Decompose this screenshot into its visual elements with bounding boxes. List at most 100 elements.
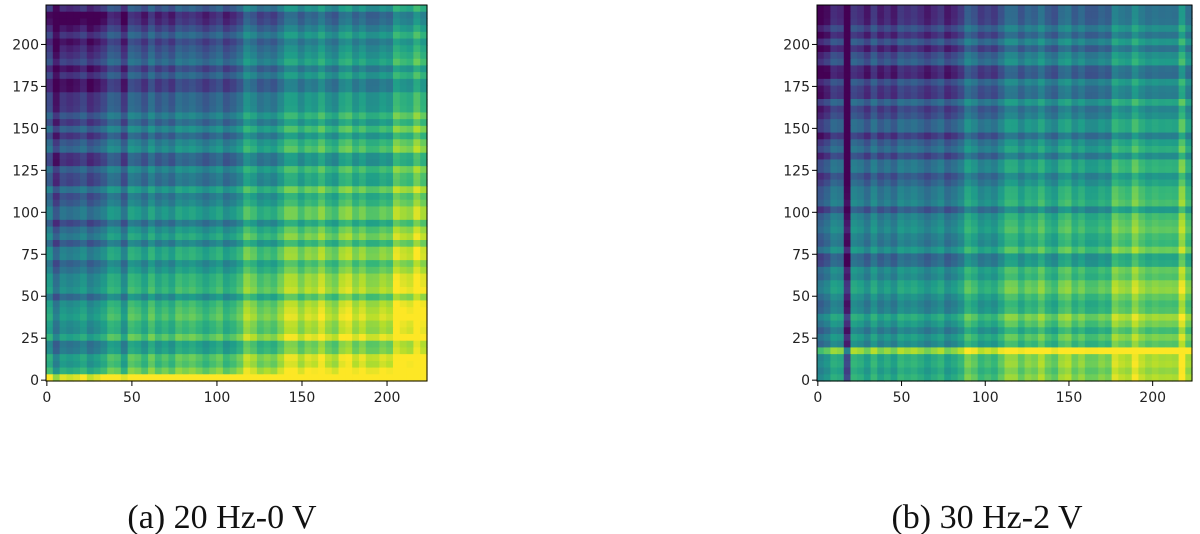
heatmap-cell	[883, 31, 892, 40]
heatmap-cell	[80, 172, 88, 181]
heatmap-cell	[100, 58, 108, 67]
heatmap-cell	[1104, 5, 1113, 13]
heatmap-cell	[66, 159, 74, 167]
heatmap-cell	[284, 266, 292, 275]
x-tick-label: 50	[123, 390, 141, 406]
heatmap-cell	[216, 125, 224, 134]
heatmap-cell	[107, 374, 115, 382]
heatmap-cell	[352, 5, 360, 13]
heatmap-cell	[971, 199, 979, 208]
heatmap-cell	[823, 139, 831, 147]
heatmap-cell	[168, 159, 176, 167]
heatmap-cell	[1125, 78, 1133, 87]
heatmap-cell	[290, 132, 299, 140]
heatmap-cell	[100, 99, 108, 107]
heatmap-cell	[209, 125, 217, 134]
heatmap-cell	[250, 213, 258, 221]
heatmap-cell	[930, 119, 939, 127]
heatmap-cell	[154, 367, 163, 375]
heatmap-cell	[1044, 132, 1052, 140]
heatmap-cell	[338, 172, 346, 181]
heatmap-cell	[304, 193, 312, 201]
heatmap-cell	[154, 172, 163, 181]
heatmap-cell	[930, 159, 939, 167]
heatmap-cell	[843, 99, 852, 107]
heatmap-cell	[843, 58, 852, 67]
heatmap-cell	[957, 58, 965, 67]
heatmap-cell	[222, 72, 231, 80]
heatmap-cell	[290, 233, 299, 241]
heatmap-cell	[120, 132, 129, 140]
heatmap-cell	[997, 193, 1006, 201]
heatmap-cell	[222, 132, 231, 140]
heatmap-cell	[1131, 132, 1140, 140]
heatmap-cell	[890, 219, 898, 228]
heatmap-cell	[297, 347, 306, 355]
heatmap-cell	[161, 45, 170, 53]
heatmap-cell	[311, 307, 319, 315]
heatmap-cell	[93, 25, 102, 33]
heatmap-cell	[950, 152, 959, 161]
heatmap-cell	[202, 52, 210, 60]
heatmap-cell	[392, 374, 401, 382]
heatmap-cell	[1098, 193, 1106, 201]
heatmap-cell	[80, 105, 88, 114]
heatmap-cell	[195, 334, 204, 342]
heatmap-cell	[73, 280, 81, 288]
heatmap-cell	[114, 293, 122, 302]
heatmap-cell	[1031, 99, 1039, 107]
heatmap-cell	[107, 199, 115, 208]
heatmap-cell	[1138, 72, 1146, 80]
heatmap-cell	[917, 172, 925, 181]
heatmap-cell	[46, 179, 54, 187]
heatmap-cell	[1078, 186, 1086, 194]
heatmap-cell	[331, 354, 340, 362]
heatmap-cell	[937, 206, 945, 214]
heatmap-cell	[195, 266, 204, 275]
heatmap-cell	[365, 5, 374, 13]
heatmap-cell	[997, 18, 1006, 26]
heatmap-cell	[311, 340, 319, 349]
heatmap-cell	[971, 11, 979, 20]
heatmap-cell	[175, 172, 183, 181]
heatmap-cell	[1131, 125, 1140, 134]
heatmap-cell	[883, 5, 892, 13]
heatmap-cell	[1118, 199, 1126, 208]
heatmap-cell	[950, 179, 959, 187]
heatmap-cell	[890, 193, 898, 201]
heatmap-cell	[148, 193, 156, 201]
heatmap-cell	[202, 354, 210, 362]
heatmap-cell	[1064, 105, 1073, 114]
heatmap-cell	[937, 186, 945, 194]
heatmap-cell	[964, 152, 972, 161]
heatmap-cell	[148, 280, 156, 288]
heatmap-cell	[236, 105, 244, 114]
heatmap-cell	[930, 112, 939, 120]
heatmap-cell	[188, 119, 197, 127]
heatmap-cell	[352, 327, 360, 335]
heatmap-cell	[937, 166, 945, 174]
heatmap-cell	[890, 166, 898, 174]
heatmap-cell	[93, 186, 102, 194]
heatmap-cell	[229, 65, 238, 73]
heatmap-cell	[86, 226, 95, 234]
heatmap-cell	[59, 340, 68, 349]
heatmap-cell	[1004, 119, 1012, 127]
heatmap-cell	[883, 199, 892, 208]
heatmap-cell	[358, 334, 367, 342]
heatmap-cell	[134, 374, 142, 382]
heatmap-cell	[318, 193, 326, 201]
heatmap-cell	[141, 25, 149, 33]
heatmap-cell	[120, 146, 129, 154]
heatmap-cell	[86, 246, 95, 255]
heatmap-cell	[1017, 85, 1026, 93]
heatmap-cell	[971, 85, 979, 93]
heatmap-cell	[175, 367, 183, 375]
heatmap-cell	[127, 246, 136, 255]
heatmap-cell	[148, 172, 156, 181]
heatmap-cell	[420, 199, 428, 208]
heatmap-cell	[236, 179, 244, 187]
heatmap-cell	[1151, 159, 1160, 167]
heatmap-cell	[399, 18, 408, 26]
heatmap-cell	[290, 58, 299, 67]
